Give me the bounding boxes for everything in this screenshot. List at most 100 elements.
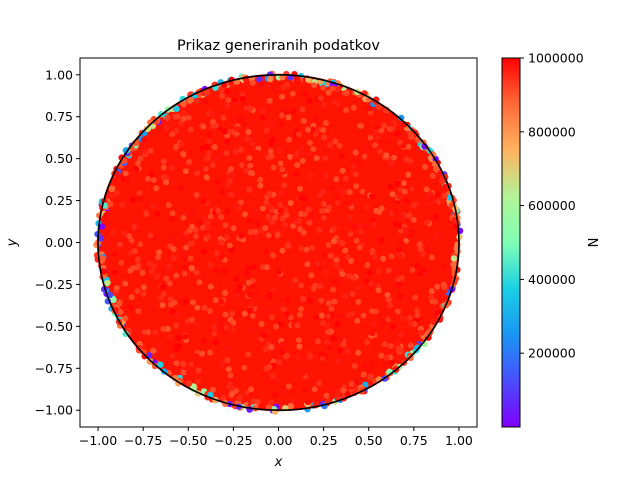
scatter-point [207,213,214,220]
scatter-point [200,198,207,205]
scatter-point [205,233,212,240]
scatter-point [212,339,219,346]
scatter-point [219,92,226,99]
scatter-point [226,242,233,249]
scatter-point [236,136,243,143]
scatter-point [223,150,230,157]
scatter-point [187,241,194,248]
scatter-point [266,292,273,299]
scatter-point [327,253,334,260]
scatter-point [267,75,274,83]
scatter-point [180,115,187,122]
scatter-point [187,96,194,104]
scatter-point [396,293,403,300]
scatter-point [146,260,153,267]
scatter-point [299,157,306,164]
scatter-point [394,276,401,283]
scatter-point [348,381,355,388]
scatter-point [157,361,164,368]
scatter-point [140,137,147,144]
y-tick-label: −1.00 [35,403,73,418]
scatter-point [320,84,327,91]
scatter-point [201,338,208,345]
scatter-point [352,149,359,156]
scatter-point [188,361,195,368]
scatter-point [401,188,408,195]
scatter-point [239,95,246,102]
scatter-point [209,386,216,393]
scatter-point [324,323,331,330]
x-tick-label: 1.00 [445,433,473,448]
y-tick-label: −0.25 [35,277,73,292]
scatter-point [269,379,276,386]
scatter-point [163,275,170,282]
scatter-point [370,221,377,228]
scatter-point [381,360,388,367]
scatter-point [321,134,328,141]
scatter-point [180,100,187,108]
scatter-point [224,234,231,241]
scatter-point [386,137,393,144]
scatter-point [383,152,390,159]
scatter-point [266,190,273,197]
scatter-point [180,214,187,221]
scatter-point [248,325,255,332]
scatter-point [332,278,339,285]
scatter-point [270,136,277,143]
scatter-point [282,206,289,213]
scatter-point [423,186,430,193]
scatter-point [441,192,448,199]
scatter-point [367,134,374,141]
scatter-point [441,283,448,290]
scatter-point [121,230,128,237]
scatter-point [235,287,242,294]
scatter-point [209,162,216,169]
scatter-point [233,89,240,96]
scatter-point [343,107,350,114]
scatter-point [268,153,275,160]
scatter-point [245,351,252,358]
scatter-point [245,129,252,136]
scatter-point [173,322,180,329]
scatter-point [247,105,254,112]
scatter-point [206,138,213,145]
scatter-point [153,185,160,192]
scatter-point [100,268,107,275]
scatter-point [214,178,221,185]
scatter-point [223,344,230,351]
scatter-point [298,150,305,157]
scatter-point [290,107,297,114]
scatter-point [318,312,325,319]
scatter-point [238,116,245,123]
scatter-point [144,175,151,182]
scatter-point [270,164,277,171]
scatter-point [389,191,396,198]
scatter-point [320,215,327,222]
scatter-point [147,147,154,154]
scatter-point [444,238,451,245]
scatter-point [283,212,290,219]
scatter-point [180,360,187,367]
scatter-points [93,70,464,415]
scatter-point [302,90,309,97]
scatter-point [169,164,176,171]
scatter-point [331,98,338,105]
scatter-point [133,327,140,334]
scatter-point [264,106,271,113]
scatter-point [289,90,296,97]
y-axis-label: y [5,238,20,247]
scatter-point [310,146,317,153]
scatter-point [383,354,390,361]
scatter-point [170,254,177,261]
scatter-point [321,101,328,108]
scatter-point [306,151,313,158]
scatter-point [350,163,357,170]
x-tick-label: 0.25 [310,433,338,448]
scatter-point [107,201,114,208]
scatter-point [436,230,443,237]
scatter-point [340,387,347,394]
scatter-point [156,124,163,131]
scatter-point [291,398,298,405]
scatter-point [412,294,419,301]
scatter-point [224,138,231,145]
